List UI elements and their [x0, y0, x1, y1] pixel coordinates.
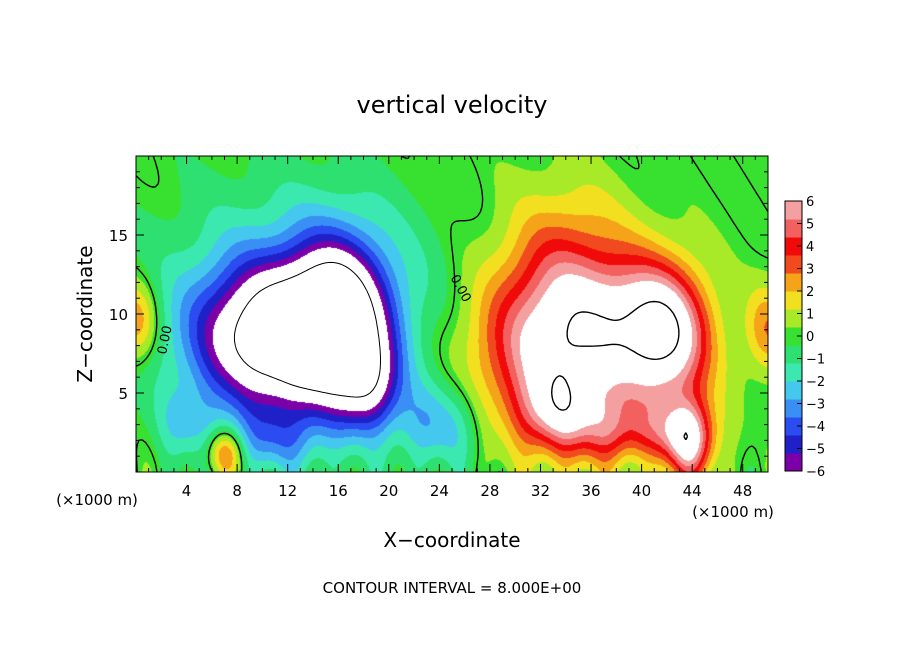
colorbar-swatch — [785, 453, 802, 472]
colorbar-swatch — [785, 273, 802, 292]
colorbar-tick-label: −1 — [806, 353, 825, 368]
colorbar-swatch — [785, 327, 802, 346]
x-tick-label: 44 — [683, 482, 702, 500]
colorbar-tick-label: 5 — [806, 218, 814, 233]
x-tick-label: 4 — [182, 482, 192, 500]
colorbar-swatch — [785, 255, 802, 274]
colorbar-swatch — [785, 381, 802, 400]
colorbar-swatch — [785, 417, 802, 436]
y-axis-ticks: 5 10 15 — [109, 171, 768, 457]
y-axis-label: Z−coordinate — [73, 245, 97, 382]
colorbar-swatch — [785, 309, 802, 328]
x-tick-label: 28 — [480, 482, 499, 500]
contour-line-negative — [233, 261, 381, 398]
colorbar-swatch — [785, 435, 802, 454]
x-tick-label: 12 — [278, 482, 297, 500]
x-axis-ticks: 4 8 12 16 20 24 28 32 36 40 44 48 — [148, 156, 756, 500]
colorbar-tick-label: 0 — [806, 330, 814, 345]
colorbar-tick-label: 6 — [806, 195, 814, 210]
colorbar-swatch — [785, 291, 802, 310]
colorbar-tick-label: −6 — [806, 465, 825, 480]
colorbar-tick-label: 2 — [806, 285, 814, 300]
x-tick-label: 16 — [329, 482, 348, 500]
colorbar-tick-label: −3 — [806, 398, 825, 413]
colorbar-tick-label: −2 — [806, 375, 825, 390]
y-tick-label: 10 — [109, 306, 128, 324]
colorbar-tick-label: 1 — [806, 308, 814, 323]
y-tick-label: 15 — [109, 227, 128, 245]
colorbar-swatch — [785, 399, 802, 418]
contour-lines — [135, 155, 769, 473]
contour-line — [135, 155, 769, 473]
x-tick-label: 8 — [232, 482, 242, 500]
colorbar-tick-label: −4 — [806, 420, 825, 435]
x-tick-label: 36 — [581, 482, 600, 500]
x-tick-label: 48 — [733, 482, 752, 500]
colorbar: 6 5 4 3 2 1 0 −1 −2 −3 −4 −5 −6 — [784, 195, 825, 480]
colorbar-swatch — [785, 363, 802, 382]
y-tick-label: 5 — [118, 385, 128, 403]
colorbar-swatch — [785, 345, 802, 364]
colorbar-swatch — [785, 201, 802, 220]
x-tick-label: 24 — [430, 482, 449, 500]
x-axis-label: X−coordinate — [383, 528, 520, 552]
x-tick-label: 32 — [531, 482, 550, 500]
colorbar-swatch — [785, 219, 802, 238]
colorbar-tick-label: 3 — [806, 263, 814, 278]
colorbar-swatch — [785, 237, 802, 256]
x-tick-label: 40 — [632, 482, 651, 500]
contour-interval-note: CONTOUR INTERVAL = 8.000E+00 — [323, 579, 582, 597]
x-tick-label: 20 — [379, 482, 398, 500]
x-unit-label-left: (×1000 m) — [56, 491, 138, 509]
contour-label: 0.00 — [155, 324, 176, 355]
contour-line — [551, 300, 689, 441]
colorbar-tick-label: 4 — [806, 240, 814, 255]
colorbar-tick-label: −5 — [806, 443, 825, 458]
x-unit-label-right: (×1000 m) — [692, 503, 774, 521]
chart-title: vertical velocity — [357, 91, 548, 119]
